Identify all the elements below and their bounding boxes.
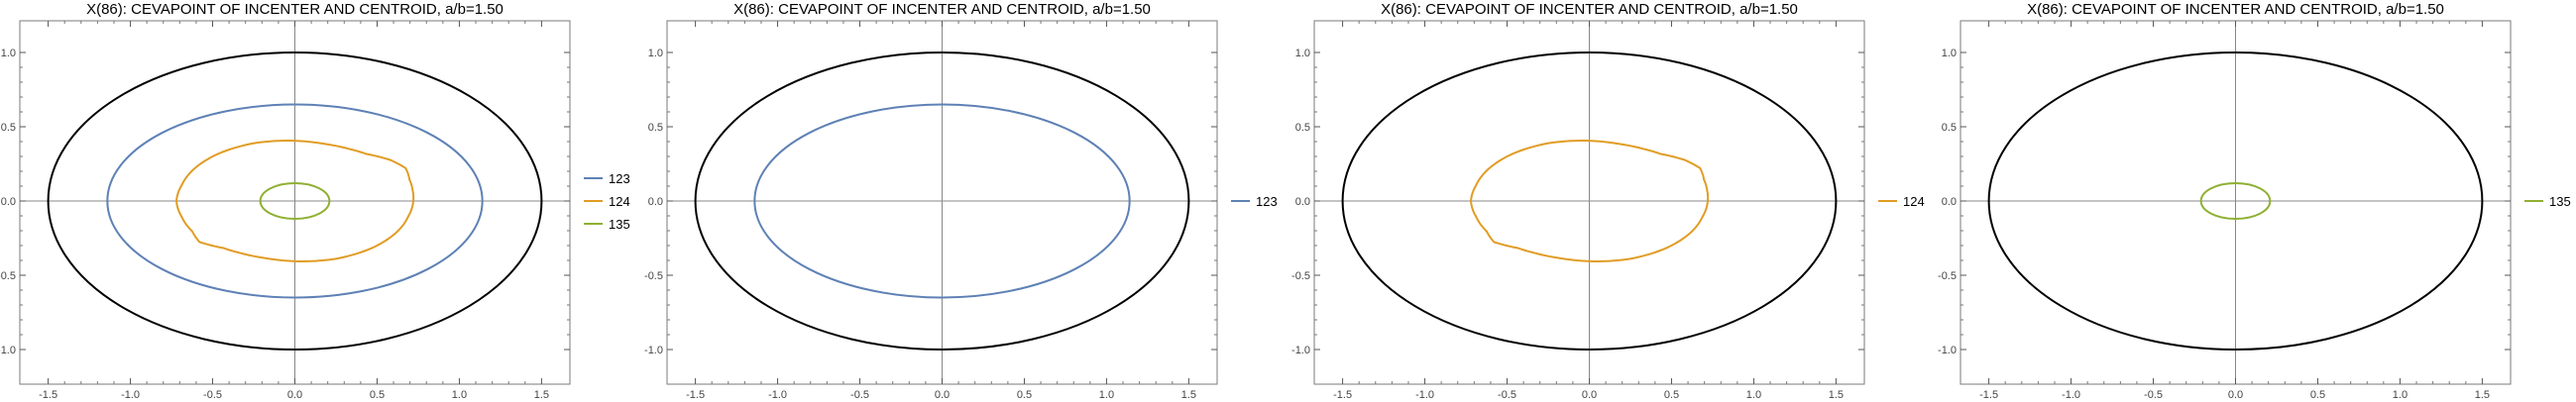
x-tick-label: 0.0 [287, 389, 302, 401]
x-tick-label: -0.5 [2144, 389, 2163, 401]
x-tick-label: 1.0 [1746, 389, 1761, 401]
x-tick-label: -0.5 [203, 389, 222, 401]
y-tick-label: 0.0 [1, 196, 16, 208]
chart-title: X(86): CEVAPOINT OF INCENTER AND CENTROI… [2027, 1, 2444, 18]
x-tick-label: -1.5 [1333, 389, 1352, 401]
x-tick-label: -1.5 [39, 389, 57, 401]
x-tick-label: 1.5 [2475, 389, 2490, 401]
chart-panel: X(86): CEVAPOINT OF INCENTER AND CENTROI… [644, 1, 1278, 401]
legend-label: 124 [1903, 194, 1925, 209]
x-tick-label: 0.5 [370, 389, 385, 401]
x-tick-label: -1.0 [1415, 389, 1434, 401]
boundary-ellipse [694, 51, 1190, 351]
series-curve-124 [1470, 140, 1710, 262]
chart-panel: X(86): CEVAPOINT OF INCENTER AND CENTROI… [1938, 1, 2571, 401]
x-tick-label: -1.5 [686, 389, 705, 401]
y-tick-label: 0.0 [648, 196, 663, 208]
x-tick-label: -0.5 [850, 389, 869, 401]
y-tick-label: -0.5 [0, 270, 16, 282]
y-tick-label: 1.0 [1, 48, 16, 59]
x-tick-label: 1.5 [1181, 389, 1196, 401]
y-tick-label: -1.0 [1291, 345, 1310, 356]
series-curve-124 [175, 140, 415, 262]
x-tick-label: 1.0 [1099, 389, 1114, 401]
legend-label: 123 [1256, 194, 1278, 209]
y-tick-label: 0.5 [1, 122, 16, 134]
legend-label: 135 [609, 217, 630, 232]
legend-label: 123 [609, 171, 630, 186]
legend-label: 124 [609, 194, 630, 209]
y-tick-label: -1.0 [1938, 345, 1957, 356]
y-tick-label: -1.0 [0, 345, 16, 356]
x-tick-label: 0.0 [2228, 389, 2243, 401]
y-tick-label: 0.5 [1942, 122, 1957, 134]
x-tick-label: 1.0 [2393, 389, 2408, 401]
x-tick-label: 0.0 [935, 389, 950, 401]
y-tick-label: -0.5 [644, 270, 663, 282]
x-tick-label: 0.5 [1664, 389, 1679, 401]
boundary-ellipse [47, 51, 543, 351]
y-tick-label: 0.0 [1942, 196, 1957, 208]
series-curve-135 [2199, 182, 2272, 220]
x-tick-label: 1.5 [534, 389, 549, 401]
boundary-ellipse [1987, 51, 2484, 351]
legend-label: 135 [2549, 194, 2571, 209]
chart-title: X(86): CEVAPOINT OF INCENTER AND CENTROI… [1381, 1, 1798, 18]
chart-title: X(86): CEVAPOINT OF INCENTER AND CENTROI… [733, 1, 1151, 18]
x-tick-label: -0.5 [1498, 389, 1516, 401]
x-tick-label: -1.0 [2062, 389, 2080, 401]
y-tick-label: 0.0 [1295, 196, 1310, 208]
x-tick-label: 0.5 [2310, 389, 2325, 401]
boundary-ellipse [1341, 51, 1838, 351]
y-tick-label: 1.0 [648, 48, 663, 59]
y-tick-label: -0.5 [1938, 270, 1957, 282]
x-tick-label: -1.5 [1979, 389, 1998, 401]
series-curve-123 [753, 103, 1131, 299]
chart-panel: X(86): CEVAPOINT OF INCENTER AND CENTROI… [1291, 1, 1925, 401]
y-tick-label: 1.0 [1942, 48, 1957, 59]
y-tick-label: -0.5 [1291, 270, 1310, 282]
x-tick-label: 1.5 [1829, 389, 1844, 401]
chart-panel: X(86): CEVAPOINT OF INCENTER AND CENTROI… [0, 1, 630, 401]
y-tick-label: 0.5 [1295, 122, 1310, 134]
chart-title: X(86): CEVAPOINT OF INCENTER AND CENTROI… [86, 1, 504, 18]
x-tick-label: 0.5 [1017, 389, 1032, 401]
x-tick-label: 0.0 [1582, 389, 1597, 401]
series-curve-135 [259, 182, 331, 220]
y-tick-label: 1.0 [1295, 48, 1310, 59]
x-tick-label: 1.0 [452, 389, 467, 401]
y-tick-label: 0.5 [648, 122, 663, 134]
y-tick-label: -1.0 [644, 345, 663, 356]
series-curve-123 [106, 103, 484, 299]
x-tick-label: -1.0 [121, 389, 140, 401]
x-tick-label: -1.0 [768, 389, 787, 401]
